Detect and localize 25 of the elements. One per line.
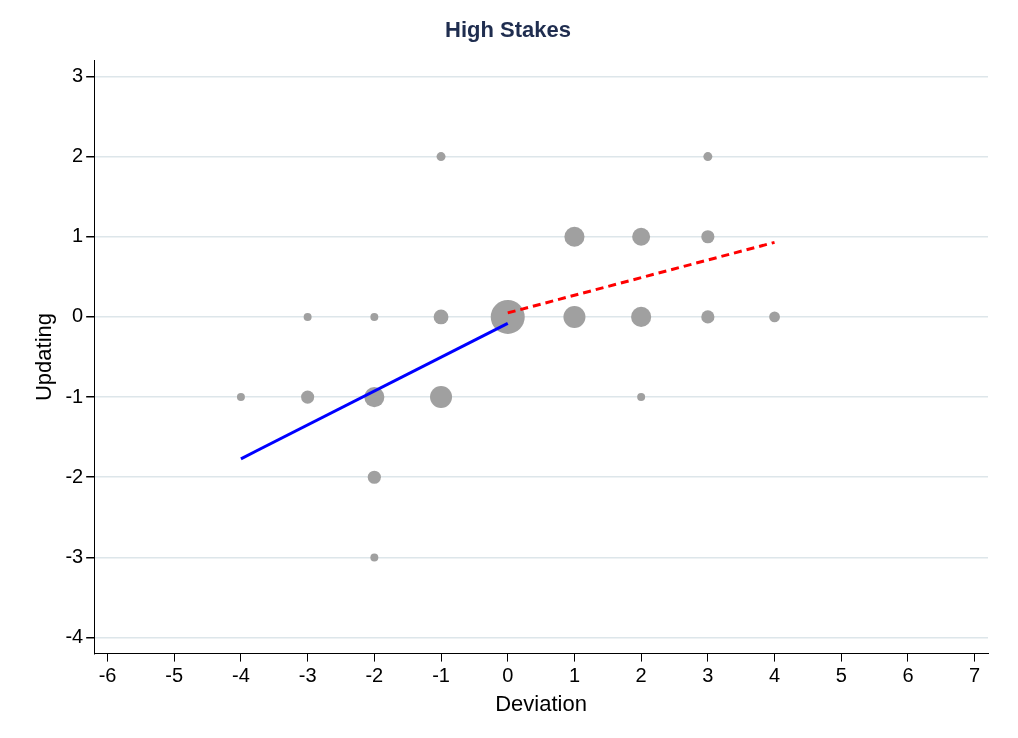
y-tick-label: -2 (65, 464, 84, 487)
y-tick-label: -1 (65, 384, 84, 407)
x-tick-label: 1 (568, 664, 581, 687)
y-tick-label: 3 (72, 63, 84, 86)
x-tick-label: -6 (98, 664, 117, 687)
x-tick-label: 7 (969, 664, 981, 687)
x-tick-label: 0 (502, 664, 514, 687)
y-axis-title: Updating (31, 312, 57, 402)
x-tick-label: -2 (365, 664, 384, 687)
x-tick-label: -3 (298, 664, 317, 687)
x-tick-label: 5 (835, 664, 847, 687)
x-tick-label: 4 (768, 664, 781, 687)
y-tick-label: -4 (65, 625, 84, 648)
x-tick-label: -5 (165, 664, 184, 687)
x-tick-label: -4 (232, 664, 250, 687)
x-axis-title: Deviation (495, 690, 587, 716)
x-tick-label: 6 (902, 664, 914, 687)
x-tick-label: 3 (702, 664, 714, 687)
x-tick-label: -1 (432, 664, 450, 687)
x-tick-label: 2 (635, 664, 647, 687)
y-tick-label: 1 (72, 224, 84, 247)
y-tick-label: 0 (72, 304, 84, 327)
y-tick-label: 2 (72, 144, 84, 167)
chart-title: High Stakes (445, 17, 571, 43)
y-tick-label: -3 (65, 544, 84, 567)
